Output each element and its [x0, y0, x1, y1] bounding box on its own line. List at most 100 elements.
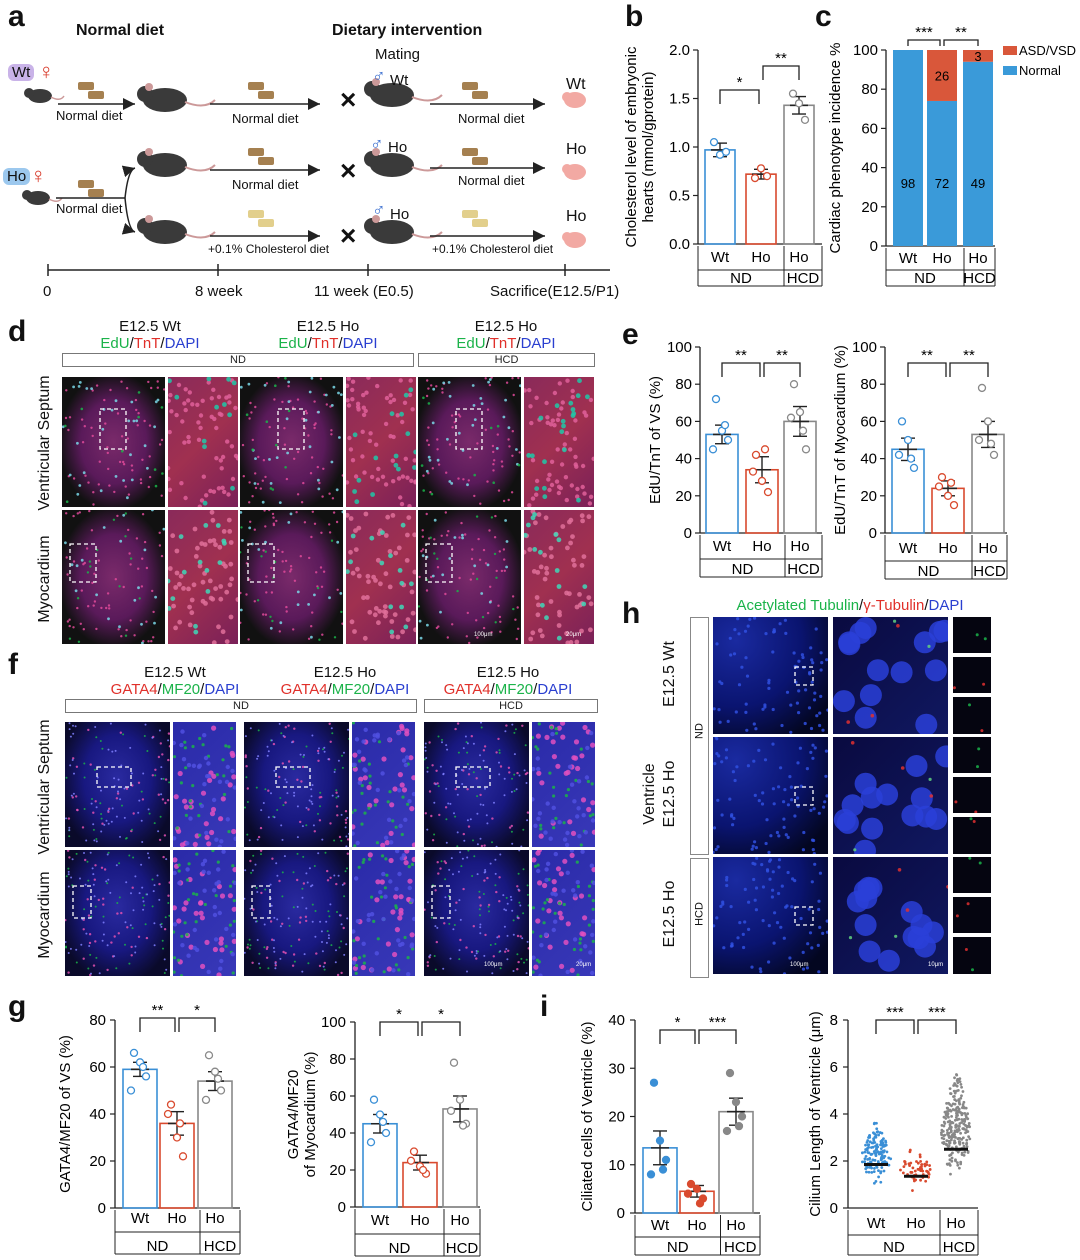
y-tick-label: 100: [667, 339, 692, 356]
slash: /: [160, 335, 165, 352]
group-label-nd: ND: [147, 1238, 169, 1255]
data-point: [748, 467, 758, 476]
significance-label: *: [396, 1006, 402, 1023]
micrograph-image: [953, 657, 991, 693]
data-point: [871, 1141, 875, 1145]
significance-bracket: [762, 65, 800, 80]
data-point: [860, 1160, 864, 1164]
significance-label: **: [963, 347, 975, 364]
slash: /: [157, 681, 162, 698]
data-point: [646, 1170, 656, 1179]
cross-1: ×: [340, 84, 357, 115]
data-point: [798, 426, 808, 435]
y-tick-label: 2: [830, 1153, 838, 1170]
data-point: [863, 1160, 867, 1164]
slash: /: [338, 335, 343, 352]
data-point: [711, 394, 721, 404]
data-point: [918, 1155, 922, 1159]
slash: /: [327, 681, 332, 698]
micrograph-image: [352, 722, 415, 847]
stacked-bar-segment: [927, 50, 957, 101]
slash: /: [516, 335, 521, 352]
data-point: [913, 1169, 917, 1173]
f-caption-ho-hcd: E12.5 Ho GATA4/MF20/DAPI: [418, 664, 598, 698]
data-point: [962, 1127, 966, 1131]
data-point: [908, 1150, 912, 1154]
data-point: [874, 1179, 878, 1183]
male-symbol-1: ♂: [372, 66, 386, 86]
stain-edu: EdU: [100, 335, 130, 352]
bar: [362, 1122, 398, 1208]
stain-gata4: GATA4: [110, 681, 158, 698]
data-point: [210, 1067, 220, 1076]
data-point: [941, 1129, 945, 1133]
y-tick-label: 100: [321, 1014, 346, 1031]
data-point: [897, 417, 907, 426]
intervention-title: Dietary intervention: [332, 22, 483, 39]
data-point: [951, 1151, 954, 1155]
data-point: [789, 380, 799, 389]
stain-edu: EdU: [456, 335, 486, 352]
data-point: [879, 1147, 883, 1151]
data-point: [961, 1136, 965, 1140]
data-point: [958, 1124, 961, 1128]
stain-mf20: MF20: [331, 681, 371, 698]
data-point: [950, 1136, 954, 1140]
data-point: [947, 1127, 951, 1130]
group-label-nd: ND: [667, 1239, 689, 1256]
h-scale-bar-3: 1μm: [1003, 963, 1015, 969]
f-scale-bar-1: 100μm: [484, 962, 503, 968]
group-label-nd: ND: [918, 563, 940, 580]
bar-data-label: 98: [901, 176, 915, 191]
data-point: [943, 491, 953, 500]
significance-bracket: [907, 362, 947, 377]
data-point: [867, 1146, 871, 1149]
data-point: [870, 1171, 874, 1174]
data-point: [942, 1137, 946, 1141]
stain-mf20: MF20: [494, 681, 534, 698]
data-point: [958, 1102, 962, 1106]
data-point: [950, 1121, 954, 1124]
micrograph-image: [240, 377, 343, 507]
x-tick-label: Ho: [752, 538, 771, 555]
y-tick-label: 80: [329, 1051, 346, 1068]
group-label-nd: ND: [730, 270, 752, 287]
data-point: [879, 1171, 883, 1175]
data-point: [949, 1130, 953, 1134]
micrograph-image: [532, 722, 595, 847]
data-point: [959, 1096, 963, 1100]
data-point: [866, 1143, 870, 1147]
data-point: [963, 1150, 967, 1154]
stacked-bar-segment: [927, 100, 957, 247]
diet-label-4: Normal diet: [56, 201, 123, 216]
slash: /: [490, 681, 495, 698]
significance-label: *: [737, 74, 743, 91]
significance-bracket: [659, 1029, 696, 1044]
data-point: [901, 1171, 905, 1175]
data-point: [959, 1131, 962, 1135]
data-point: [864, 1143, 867, 1147]
micrograph-image: [833, 857, 948, 974]
stain-dapi: DAPI: [537, 681, 573, 698]
slash: /: [307, 335, 312, 352]
data-point: [956, 1163, 960, 1167]
data-point: [960, 1121, 963, 1124]
data-point: [946, 1120, 950, 1124]
micrograph-image: [346, 377, 416, 507]
data-point: [661, 1155, 671, 1165]
data-point: [751, 450, 761, 460]
y-tick-label: 30: [608, 1060, 625, 1077]
timeline-8-week: 8 week: [195, 283, 243, 300]
y-tick-label: 60: [329, 1088, 346, 1105]
significance-bracket: [917, 1019, 957, 1034]
data-point: [965, 1141, 969, 1145]
slash: /: [200, 681, 205, 698]
data-point: [950, 1115, 953, 1118]
micrograph-image: [244, 722, 349, 847]
significance-bracket: [763, 362, 801, 377]
data-point: [939, 1131, 943, 1135]
data-point: [903, 1160, 906, 1163]
data-point: [950, 1156, 954, 1160]
legend-label-normal: Normal: [1019, 63, 1061, 78]
data-point: [216, 1086, 226, 1095]
